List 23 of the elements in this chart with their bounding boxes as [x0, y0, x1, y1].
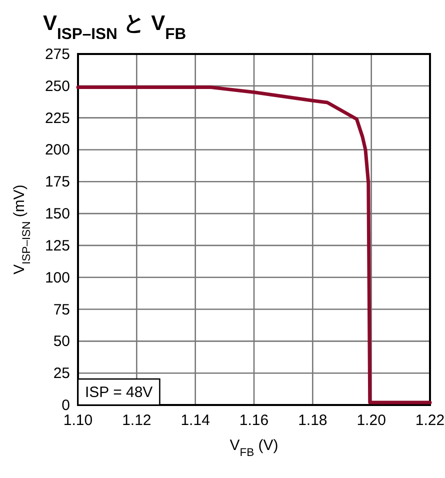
y-tick-label: 125	[44, 237, 70, 254]
x-tick-label: 1.22	[415, 412, 445, 429]
x-tick-label: 1.20	[356, 412, 386, 429]
y-tick-label: 250	[44, 78, 70, 95]
x-tick-label: 1.10	[63, 412, 93, 429]
x-tick-label: 1.16	[239, 412, 269, 429]
x-tick-label: 1.18	[298, 412, 328, 429]
x-tick-label: 1.12	[122, 412, 152, 429]
y-tick-label: 25	[53, 365, 70, 382]
y-tick-label: 50	[53, 333, 70, 350]
y-tick-label: 150	[44, 206, 70, 223]
y-tick-label: 175	[44, 174, 70, 191]
x-axis-title: V$_{FB}$ (V)	[230, 437, 278, 459]
y-tick-label: 225	[44, 110, 70, 127]
chart-title: V$_{ISP–ISN}$ と V$_{FB}$	[43, 12, 186, 42]
y-tick-label: 75	[53, 301, 70, 318]
annotation: ISP = 48V	[85, 384, 153, 401]
y-tick-label: 275	[44, 46, 70, 63]
y-tick-label: 100	[44, 269, 70, 286]
line-series	[76, 85, 432, 404]
x-tick-label: 1.14	[180, 412, 210, 429]
y-tick-label: 0	[62, 397, 70, 414]
y-tick-label: 200	[44, 142, 70, 159]
